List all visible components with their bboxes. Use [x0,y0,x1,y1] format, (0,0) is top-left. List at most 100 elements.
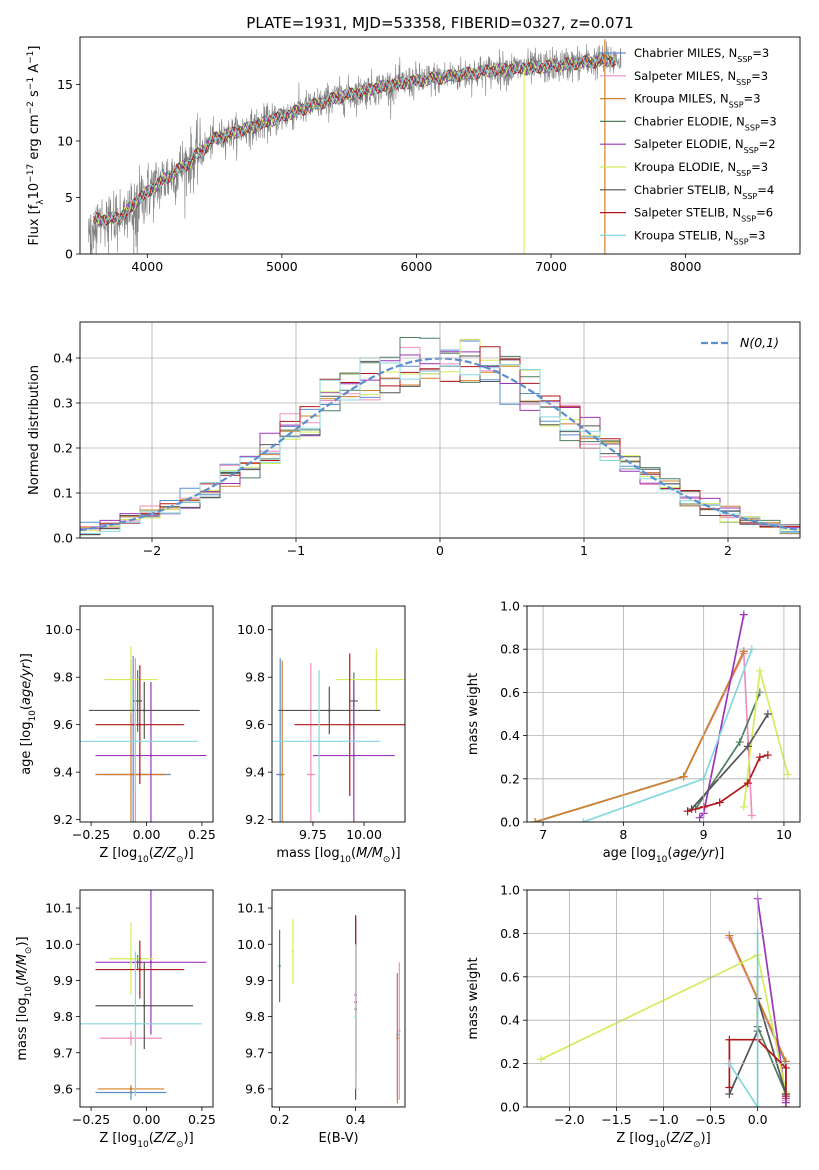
y-tick-label: 0.2 [500,1056,520,1071]
y-tick-label: 9.6 [245,1081,265,1096]
model-line-8 [93,53,616,227]
y-tick-label: 0.1 [53,486,73,501]
y-tick-label: 0.6 [500,969,520,984]
model-line-4 [93,53,616,226]
data-point [143,709,146,712]
figure-title: PLATE=1931, MJD=53358, FIBERID=0327, z=0… [246,14,633,32]
weight-line-0 [534,651,745,822]
y-axis-label: mass [log10(M/M⊙)] [15,936,34,1060]
plus-marker [679,772,688,781]
data-point [396,1037,399,1040]
data-point [138,723,142,726]
x-tick-label: 6000 [401,259,433,274]
plus-marker [763,751,772,760]
plus-marker [531,818,540,822]
plot-area-weight_vs_age [531,610,792,822]
data-point [348,723,351,726]
x-tick-label: 1 [580,543,588,558]
x-tick-label: −2 [143,543,161,558]
data-point [291,950,295,953]
plus-marker [579,818,588,822]
x-tick-label: 9.75 [299,827,327,842]
y-tick-label: 0.2 [53,441,73,456]
x-tick-label: −1.0 [648,1112,678,1127]
data-point [278,964,281,968]
data-point [129,1087,133,1091]
y-tick-label: 0 [65,247,73,262]
panel-mass_vs_ebv: 0.2 0.4 9.6 9.7 9.8 9.9 10.0 10.1 E(B-V) [237,889,406,1146]
x-tick-label: 0.00 [133,827,161,842]
model-line-0 [93,53,617,226]
x-tick-label: −1.5 [601,1112,631,1127]
x-tick-label: 2 [724,543,732,558]
plus-marker [739,647,748,656]
y-tick-label: 0.4 [500,728,520,743]
y-tick-label: 0.8 [500,642,520,657]
axes-frame [79,889,214,1108]
legend-entry: Chabrier STELIB, NSSP=4 [634,183,774,201]
x-tick-label: 4000 [131,259,163,274]
panel-spectrum: 4000 5000 6000 7000 8000 0 5 10 15 Flux [fλ10−17 … [26,36,801,274]
plot-area-mass_vs_ebv [278,915,401,1104]
weight-line-4 [698,614,745,819]
data-point [149,754,153,757]
panel-residuals: −2 −1 0 1 2 0.0 0.1 0.2 0.3 0.4 Normed distributio… [27,321,801,558]
weight-line-2 [534,651,745,822]
y-tick-label: 9.2 [53,812,73,827]
model-line-7 [93,53,616,226]
y-tick-label: 9.6 [53,717,73,732]
y-tick-label: 9.7 [245,1045,265,1060]
y-tick-label: 9.8 [53,670,73,685]
x-tick-label: 0.25 [188,827,216,842]
y-tick-label: 10.1 [237,901,265,916]
x-tick-label: 8000 [670,259,702,274]
axes-frame [271,605,406,823]
legend-entry: Chabrier MILES, NSSP=3 [634,46,769,64]
y-tick-label: 0.0 [500,1100,520,1115]
axes-frame [79,605,214,823]
data-point [129,773,133,776]
x-tick-label: −0.25 [72,827,110,842]
data-point [129,678,133,681]
y-tick-label: 5 [65,190,73,205]
y-tick-label: 15 [57,77,73,92]
x-axis-label: Z [log10(Z/Z⊙)] [99,1131,193,1150]
data-point [398,1029,401,1033]
legend-gaussian-label: N(0,1) [740,335,779,350]
axes-frame [79,36,801,255]
legend-entry: Salpeter ELODIE, NSSP=2 [634,137,776,155]
y-tick-label: 0.4 [53,351,73,366]
plus-marker [739,610,748,619]
y-tick-label: 9.6 [53,1081,73,1096]
y-tick-label: 0.6 [500,685,520,700]
y-tick-label: 0.0 [500,815,520,830]
y-tick-label: 10.0 [237,622,265,637]
x-tick-label: 8 [619,827,627,842]
panel-mass_vs_Z: −0.25 0.00 0.25 9.6 9.7 9.8 9.9 10.0 10.1 Z [log1… [15,889,216,1150]
x-tick-label: 0.00 [133,1112,161,1127]
plus-marker [755,753,764,762]
y-tick-label: 9.9 [53,973,73,988]
plus-marker [537,1055,546,1064]
y-axis-label: mass weight [466,673,481,755]
legend-entry: Chabrier ELODIE, NSSP=3 [634,114,777,131]
spectrum-legend: Chabrier MILES, NSSP=3 Salpeter MILES, NS… [600,46,777,246]
x-tick-label: 0.4 [346,1112,366,1127]
plot-area-age_vs_mass [272,648,405,822]
legend-entry: Kroupa MILES, NSSP=3 [634,92,761,110]
panel-age_vs_Z: −0.25 0.00 0.25 9.2 9.4 9.6 9.8 10.0 Z [log10(Z/… [19,605,216,865]
y-tick-label: 9.8 [245,670,265,685]
plus-marker [781,1092,790,1101]
x-tick-label: 0.2 [270,1112,290,1127]
x-axis-label: age [log10(age/yr)] [603,846,725,865]
plus-marker [735,738,744,747]
x-tick-label: 0.0 [748,1112,768,1127]
y-tick-label: 9.6 [245,717,265,732]
y-tick-label: 9.8 [245,1009,265,1024]
axes-frame [79,321,801,539]
x-tick-label: 0.25 [188,1112,216,1127]
x-tick-label: 0 [436,543,444,558]
y-tick-label: 10 [57,133,73,148]
y-tick-label: 9.7 [53,1045,73,1060]
